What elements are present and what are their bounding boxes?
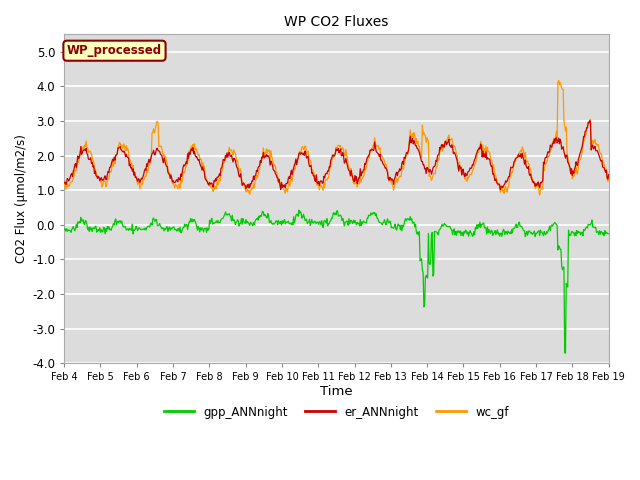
Legend: gpp_ANNnight, er_ANNnight, wc_gf: gpp_ANNnight, er_ANNnight, wc_gf	[159, 401, 513, 423]
Y-axis label: CO2 Flux (μmol/m2/s): CO2 Flux (μmol/m2/s)	[15, 134, 28, 264]
Text: WP_processed: WP_processed	[67, 44, 162, 57]
X-axis label: Time: Time	[320, 385, 353, 398]
Title: WP CO2 Fluxes: WP CO2 Fluxes	[284, 15, 388, 29]
